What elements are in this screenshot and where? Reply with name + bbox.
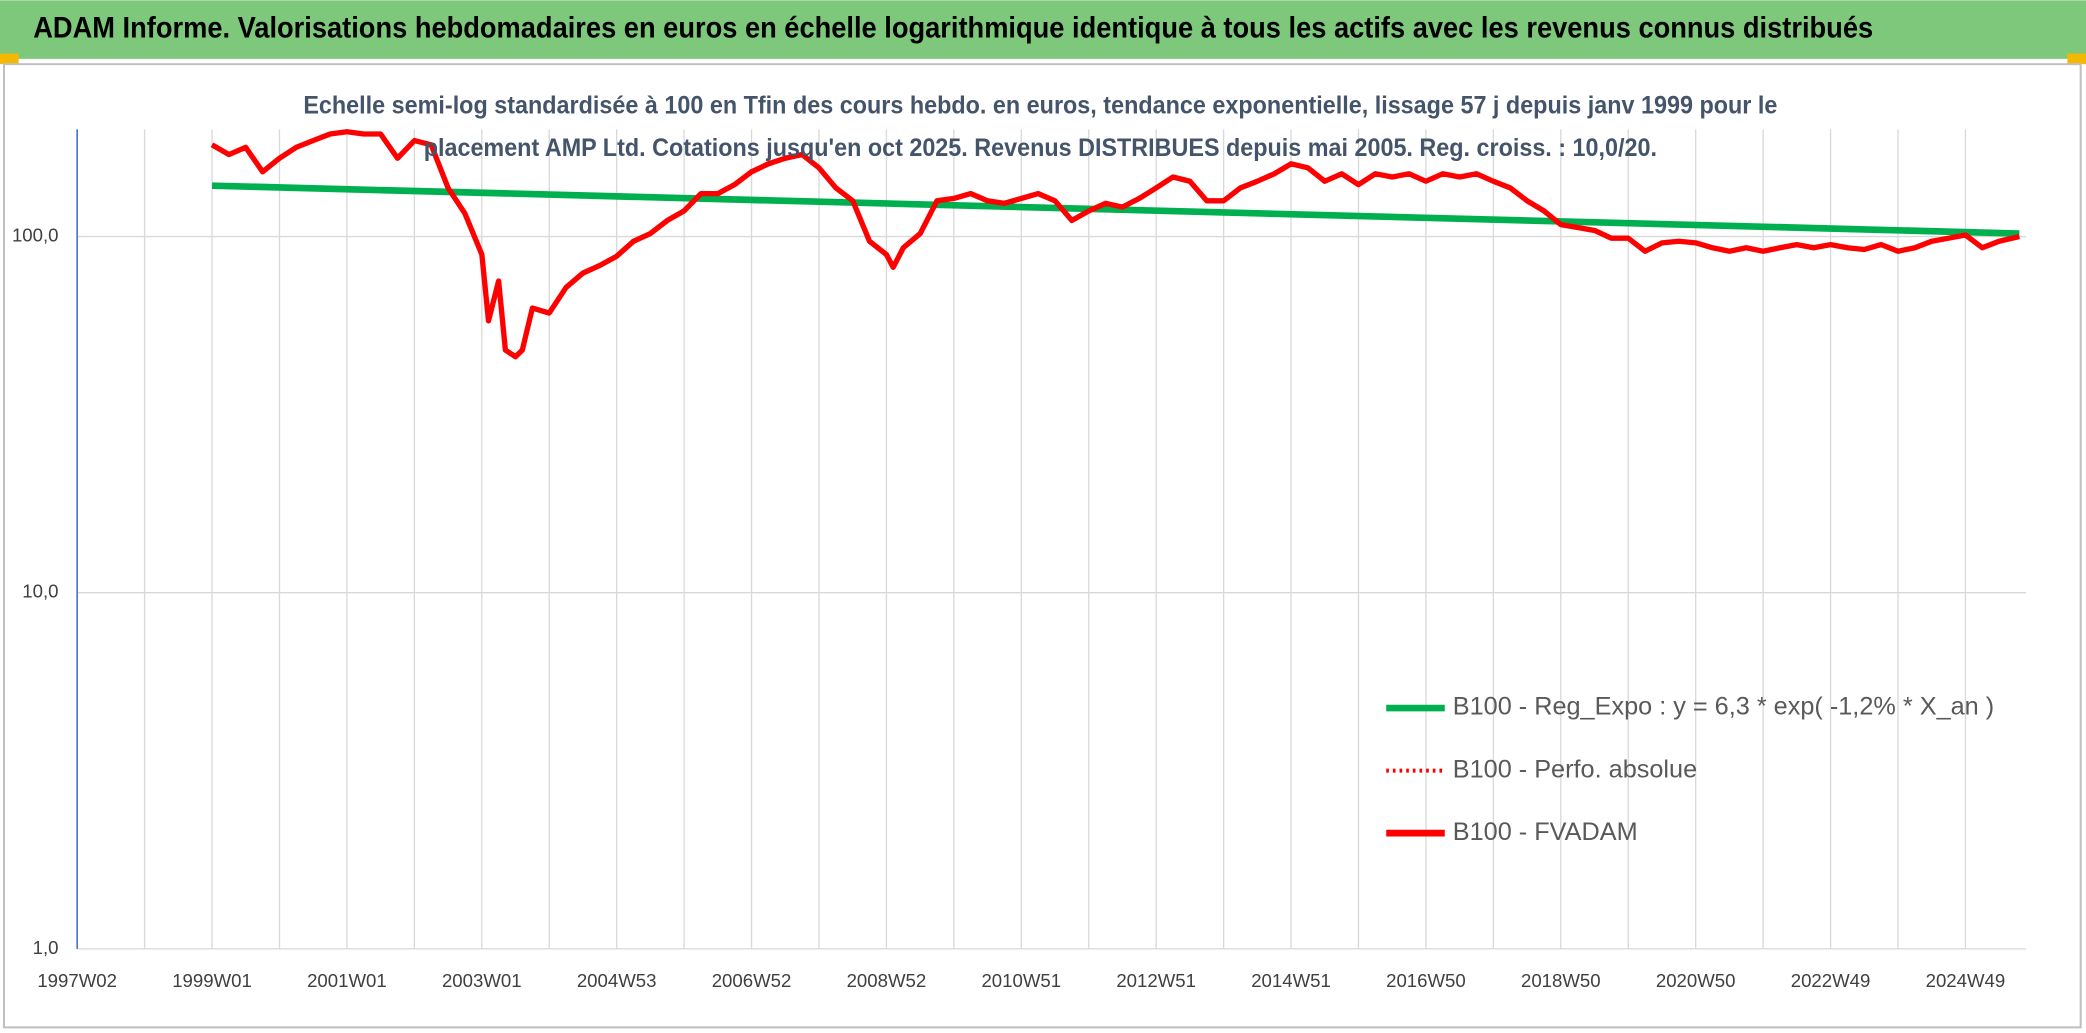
series-line bbox=[211, 182, 2020, 237]
chart-frame bbox=[2, 63, 2082, 1029]
y-tick-label: 1,0 bbox=[33, 937, 59, 958]
chart-subtitle: placement AMP Ltd. Cotations jusqu'en oc… bbox=[424, 134, 1657, 162]
x-tick-label: 2008W52 bbox=[847, 970, 927, 991]
x-tick-label: 1999W01 bbox=[172, 970, 252, 991]
legend-label: B100 - Reg_Expo : y = 6,3 * exp( -1,2% *… bbox=[1453, 693, 1994, 721]
legend-label: B100 - Perfo. absolue bbox=[1453, 755, 1697, 783]
x-tick-label: 2022W49 bbox=[1791, 970, 1871, 991]
series-line bbox=[210, 129, 2020, 360]
x-tick-label: 2006W52 bbox=[712, 970, 792, 991]
x-tick-label: 2003W01 bbox=[442, 970, 522, 991]
x-tick-label: 2020W50 bbox=[1656, 970, 1736, 991]
x-tick-label: 2018W50 bbox=[1521, 970, 1601, 991]
x-tick-label: 1997W02 bbox=[37, 970, 117, 991]
corner-marker bbox=[0, 53, 19, 65]
x-tick-label: 2016W50 bbox=[1386, 970, 1466, 991]
title-bar bbox=[0, 0, 2086, 59]
x-tick-label: 2024W49 bbox=[1926, 970, 2006, 991]
legend-label: B100 - FVADAM bbox=[1453, 818, 1638, 846]
x-tick-label: 2004W53 bbox=[577, 970, 657, 991]
y-tick-label: 100,0 bbox=[12, 224, 59, 245]
y-tick-label: 10,0 bbox=[22, 581, 58, 602]
chart-subtitle: Echelle semi-log standardisée à 100 en T… bbox=[303, 91, 1777, 119]
x-tick-label: 2010W51 bbox=[981, 970, 1061, 991]
chart-title: ADAM Informe. Valorisations hebdomadaire… bbox=[33, 12, 1873, 44]
plot-area: 1997W02 1999W01 2001W01 2003W01 2004W53 2006W… bbox=[12, 129, 2027, 991]
x-tick-label: 2014W51 bbox=[1251, 970, 1331, 991]
corner-marker bbox=[2067, 53, 2086, 65]
x-tick-label: 2001W01 bbox=[307, 970, 387, 991]
x-tick-label: 2012W51 bbox=[1116, 970, 1196, 991]
